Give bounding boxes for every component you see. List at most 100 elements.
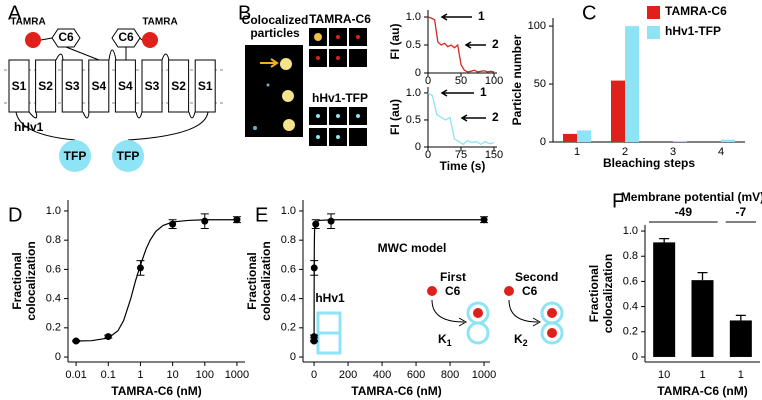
subscript: 1 — [447, 338, 452, 348]
y-tick-label: 1.0 — [623, 225, 638, 237]
y-tick-label: 0.5 — [406, 39, 421, 51]
constant: K — [438, 332, 447, 346]
particle — [336, 114, 340, 118]
particle — [314, 33, 322, 41]
terminus — [15, 111, 209, 141]
annotation-arrow — [464, 41, 486, 49]
panel-label: C — [582, 2, 596, 24]
panel-label: B — [238, 2, 251, 24]
chart-title: Membrane potential (mV) — [621, 190, 762, 204]
segment — [114, 59, 136, 113]
fluorophore — [142, 32, 158, 48]
y-tick-label: 0 — [415, 141, 421, 153]
x-tick-label: 1 — [699, 369, 705, 381]
particle — [356, 35, 360, 39]
y-tick-label: 0 — [540, 136, 546, 148]
x-tick-label: 200 — [339, 369, 357, 381]
subscript: 2 — [523, 338, 528, 348]
y-tick-label: 1.0 — [281, 205, 296, 217]
point — [233, 216, 241, 224]
particle — [253, 126, 257, 130]
x-tick-label: 50 — [455, 75, 467, 87]
y-tick-label: 0 — [632, 351, 638, 363]
legend-label: hHv1-TFP — [665, 24, 721, 38]
panel-label: F — [612, 190, 624, 212]
x-tick-label: 0.1 — [101, 369, 116, 381]
ligand-label: TAMRA — [10, 17, 45, 28]
trace — [427, 16, 495, 73]
point — [104, 333, 112, 341]
rate-constant: K1 — [438, 332, 452, 348]
segment-label: S1 — [198, 79, 213, 93]
x-tick-label: 100 — [485, 75, 503, 87]
segment-label: S3 — [145, 79, 160, 93]
y-tick-label: 0.6 — [46, 263, 61, 275]
toxin-label: C6 — [118, 30, 134, 44]
y-tick-label: 1.0 — [406, 87, 421, 99]
closed-state — [316, 331, 342, 355]
x-axis-label: Bleaching steps — [603, 156, 695, 170]
y-tick-label: 0 — [415, 67, 421, 79]
segment-label: S3 — [65, 79, 80, 93]
particle — [336, 135, 340, 139]
y-tick-label: 0 — [290, 351, 296, 363]
y-tick-label: 0.8 — [46, 234, 61, 246]
mwc-title: MWC model — [378, 241, 447, 255]
segments: S1 S2 S3 S4 S4 S3 S2 S1 — [8, 59, 216, 113]
mwc-scheme: MWC model hHv1 First C6 K1 Second C6 K2 — [315, 241, 564, 355]
y-axis-label: Particle number — [510, 34, 524, 125]
annotation-arrow — [440, 89, 474, 97]
y-tick-label: 0.2 — [281, 322, 296, 334]
constant: K — [514, 332, 523, 346]
bar — [691, 280, 714, 357]
x-tick-label: 100 — [196, 369, 214, 381]
arrow — [260, 58, 279, 68]
x-tick-label: 800 — [441, 369, 459, 381]
arrow — [508, 299, 539, 323]
x-tick-label: 150 — [485, 149, 503, 161]
error-bar — [659, 237, 670, 243]
ligand-label: TAMRA — [142, 17, 177, 28]
x-axis-label: Time (s) — [440, 159, 486, 173]
segment — [35, 59, 57, 113]
open-state — [540, 321, 564, 345]
particle — [280, 58, 292, 70]
error-bar — [735, 314, 746, 321]
arrow — [458, 317, 468, 327]
y-tick-label: 1.0 — [46, 205, 61, 217]
bar — [625, 26, 639, 142]
particle — [356, 114, 360, 118]
y-tick-label: 0.8 — [623, 250, 638, 262]
channel-title: hHv1-TFP — [312, 91, 368, 105]
particle — [336, 35, 340, 39]
loop — [28, 49, 196, 119]
ligand — [547, 308, 557, 318]
annotation-arrow — [460, 114, 486, 122]
panel-label: A — [8, 2, 22, 24]
y-axis-label: Fractional — [587, 265, 601, 322]
panel-label: D — [8, 204, 22, 226]
y-axis-label: Fractional — [245, 252, 259, 309]
y-tick-label: 0.2 — [46, 322, 61, 334]
error-bar — [697, 271, 708, 281]
legend-label: TAMRA-C6 — [665, 4, 727, 18]
bar — [673, 140, 687, 142]
x-axis-label: TAMRA-C6 (nM) — [351, 384, 441, 398]
toxin — [51, 28, 81, 48]
x-axis-label: TAMRA-C6 (nM) — [111, 384, 201, 398]
segment — [88, 59, 110, 113]
fluorophore — [25, 32, 41, 48]
ligand — [547, 328, 557, 338]
y-axis-label: colocalization — [24, 241, 38, 320]
segment-label: S2 — [171, 79, 186, 93]
segment — [168, 59, 190, 113]
y-axis-label: colocalization — [601, 254, 615, 333]
group-label: -7 — [735, 205, 746, 219]
mwc-channel: hHv1 — [315, 291, 345, 305]
toxin-label: C6 — [58, 30, 74, 44]
segment — [8, 59, 30, 113]
point — [312, 220, 320, 228]
y-tick-label: 0.5 — [406, 114, 421, 126]
tag-label: TFP — [117, 149, 140, 163]
particle — [316, 56, 320, 60]
